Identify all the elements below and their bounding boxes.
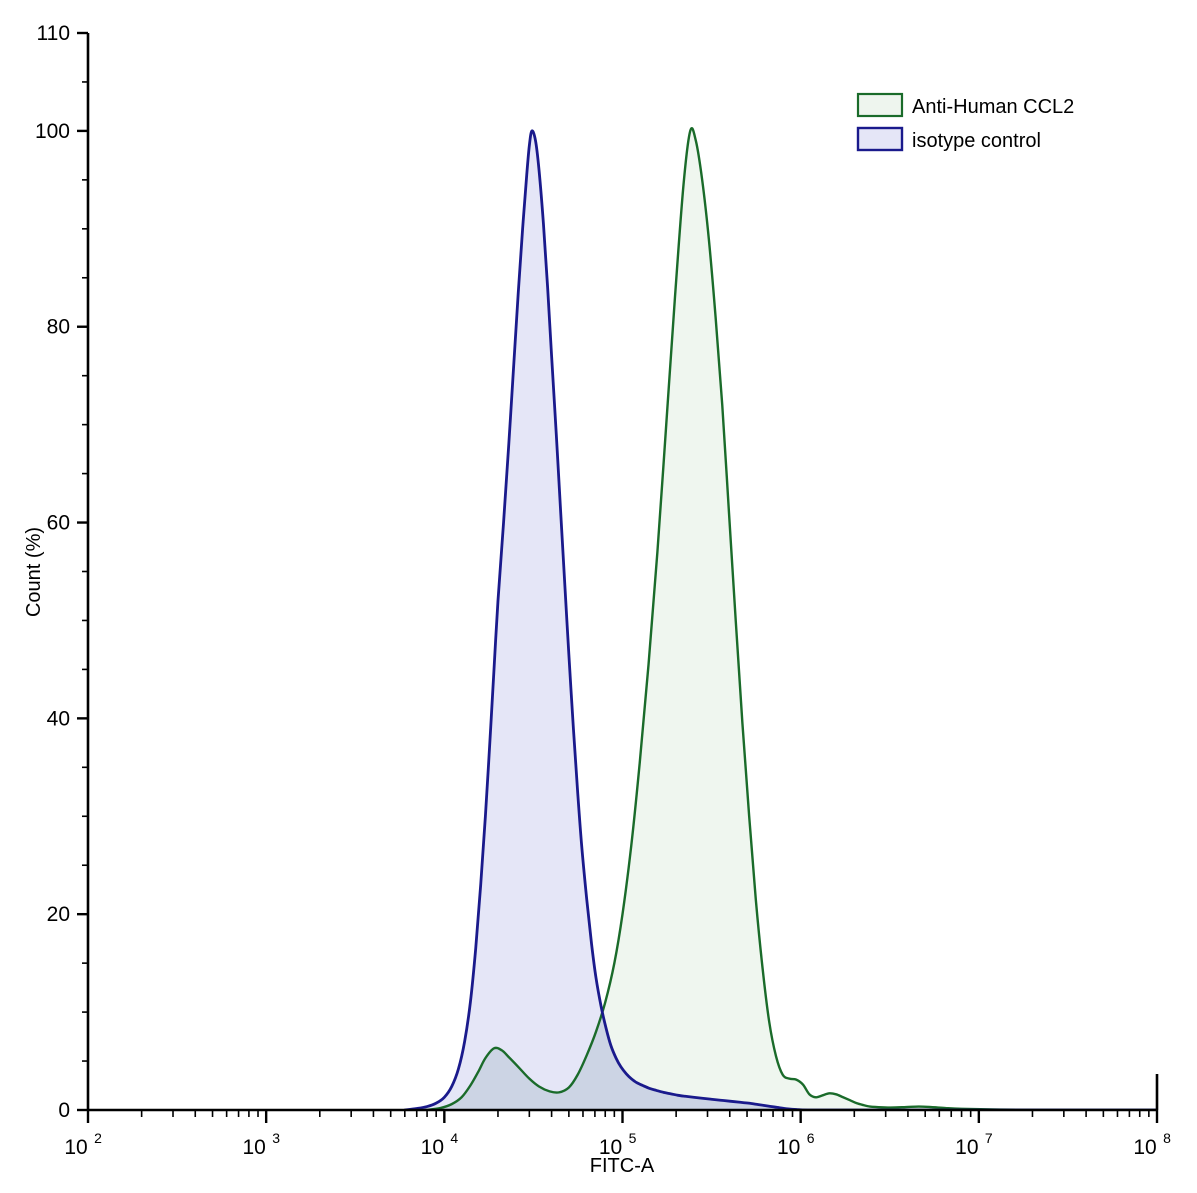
y-tick-label: 60 xyxy=(47,512,70,535)
y-tick-label: 20 xyxy=(47,903,70,926)
isotype-control-area xyxy=(404,130,1157,1110)
series-outlines xyxy=(403,126,1157,1110)
x-axis-ticks xyxy=(86,1110,1159,1123)
y-axis-ticks xyxy=(77,31,88,1112)
y-tick-label: 40 xyxy=(47,707,70,730)
isotype-control-line xyxy=(403,129,1157,1110)
y-tick-label: 80 xyxy=(47,316,70,339)
y-tick-label: 0 xyxy=(58,1099,70,1122)
x-tick-exponent: 3 xyxy=(272,1130,280,1146)
x-tick-label: 10 xyxy=(599,1136,622,1159)
x-axis-title: FITC-A xyxy=(590,1155,655,1177)
x-axis-tick-labels: 10 2 10 3 10 4 10 5 10 6 10 7 10 8 xyxy=(64,1130,1171,1159)
x-tick-exponent: 6 xyxy=(807,1130,815,1146)
x-tick-label: 10 xyxy=(64,1136,87,1159)
anti-human-ccl2-line xyxy=(424,126,1157,1110)
x-tick-label: 10 xyxy=(421,1136,444,1159)
x-tick-label: 10 xyxy=(242,1136,265,1159)
y-tick-label: 100 xyxy=(35,120,70,143)
x-tick-label: 10 xyxy=(777,1136,800,1159)
series-overlap-area xyxy=(88,1012,1157,1110)
y-axis-title: Count (%) xyxy=(23,527,45,617)
x-tick-exponent: 2 xyxy=(94,1130,102,1146)
legend: Anti-Human CCL2 isotype control xyxy=(856,92,1074,152)
x-tick-label: 10 xyxy=(955,1136,978,1159)
x-tick-exponent: 7 xyxy=(985,1130,993,1146)
legend-swatch-isotype-control xyxy=(856,126,904,152)
series-areas xyxy=(88,128,1157,1110)
legend-label-anti-human-ccl2: Anti-Human CCL2 xyxy=(912,96,1074,118)
legend-label-isotype-control: isotype control xyxy=(912,130,1041,152)
y-tick-label: 110 xyxy=(37,22,70,45)
x-tick-exponent: 5 xyxy=(629,1130,637,1146)
legend-swatch-anti-human-ccl2 xyxy=(856,92,904,118)
y-axis-tick-labels: 0 20 40 60 80 100 110 xyxy=(35,22,70,1122)
x-tick-exponent: 4 xyxy=(450,1130,458,1146)
x-tick-label: 10 xyxy=(1133,1136,1156,1159)
x-tick-exponent: 8 xyxy=(1163,1130,1171,1146)
